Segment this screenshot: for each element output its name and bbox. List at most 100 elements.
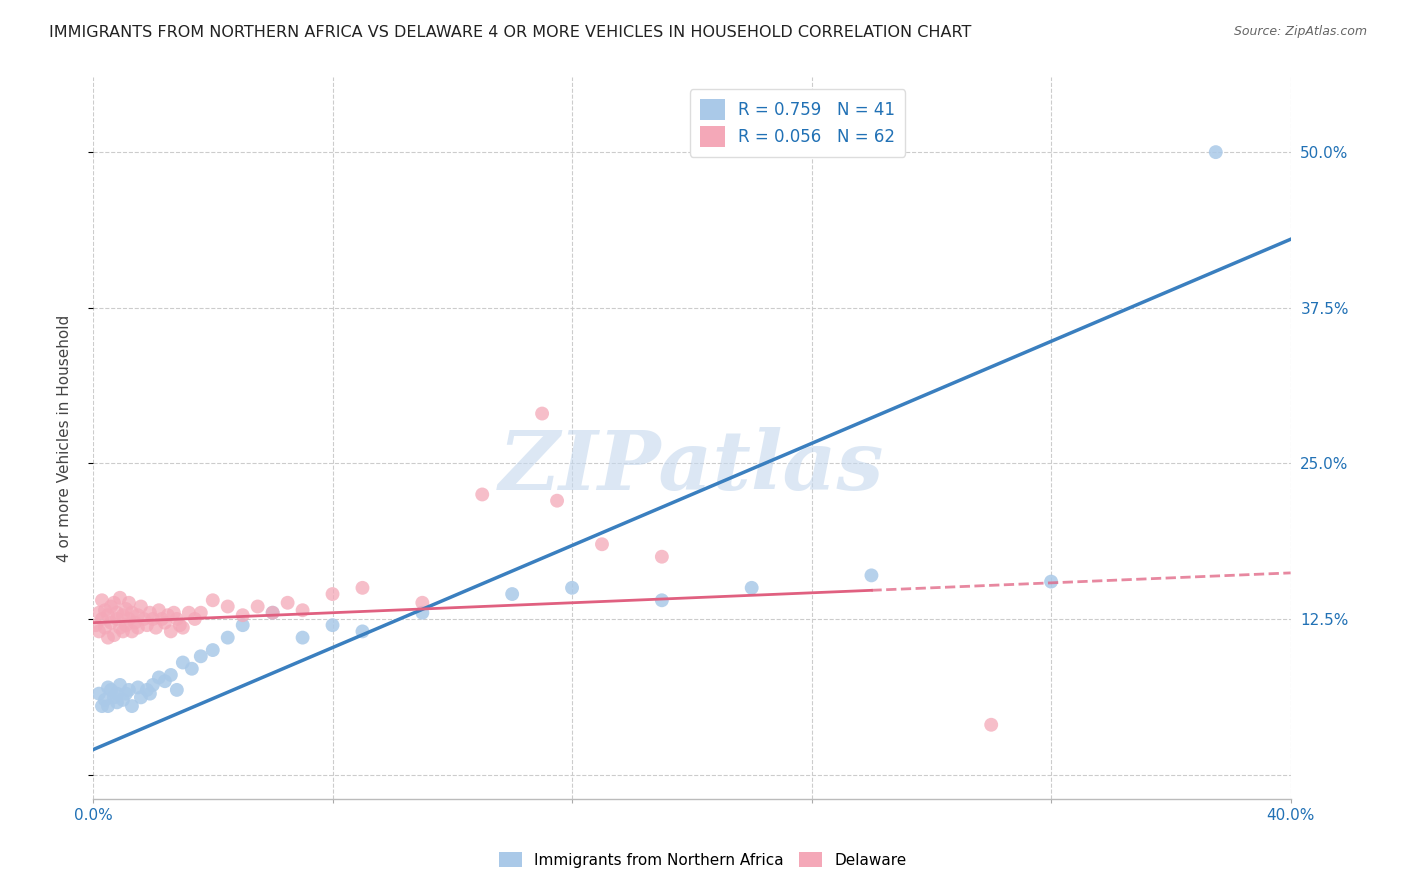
Point: [87, 624, 110, 639]
Point: [103, 628, 125, 642]
Point: [160, 624, 183, 639]
Point: [105, 606, 128, 620]
Point: [201, 643, 224, 657]
Point: [531, 407, 554, 421]
Point: [352, 581, 374, 595]
Point: [145, 621, 167, 635]
Point: [172, 656, 194, 670]
Point: [322, 618, 344, 632]
Point: [97, 699, 120, 714]
Point: [121, 606, 143, 620]
Point: [501, 587, 523, 601]
Point: [108, 621, 131, 635]
Point: [129, 690, 152, 705]
Point: [471, 487, 494, 501]
Point: [148, 670, 170, 684]
Point: [97, 608, 120, 623]
Point: [411, 596, 433, 610]
Point: [103, 690, 125, 705]
Point: [111, 608, 134, 623]
Point: [84, 618, 107, 632]
Point: [121, 699, 143, 714]
Point: [115, 602, 138, 616]
Point: [651, 593, 673, 607]
Point: [94, 621, 117, 635]
Text: ZIPatlas: ZIPatlas: [499, 427, 884, 508]
Point: [94, 603, 117, 617]
Point: [651, 549, 673, 564]
Point: [139, 606, 162, 620]
Point: [217, 599, 239, 614]
Point: [291, 631, 314, 645]
Point: [561, 581, 583, 595]
Point: [142, 612, 165, 626]
Point: [1205, 145, 1227, 160]
Point: [108, 678, 131, 692]
Point: [153, 615, 176, 630]
Point: [129, 599, 152, 614]
Point: [103, 596, 125, 610]
Point: [100, 682, 122, 697]
Point: [352, 624, 374, 639]
Point: [87, 687, 110, 701]
Point: [172, 621, 194, 635]
Point: [169, 618, 191, 632]
Point: [190, 649, 212, 664]
Point: [124, 615, 146, 630]
Legend: Immigrants from Northern Africa, Delaware: Immigrants from Northern Africa, Delawar…: [494, 846, 912, 873]
Point: [166, 682, 188, 697]
Point: [232, 618, 254, 632]
Point: [105, 687, 128, 701]
Point: [87, 606, 110, 620]
Point: [232, 608, 254, 623]
Point: [190, 606, 212, 620]
Point: [262, 606, 284, 620]
Point: [1040, 574, 1063, 589]
Point: [100, 599, 122, 614]
Point: [148, 603, 170, 617]
Point: [411, 606, 433, 620]
Point: [291, 603, 314, 617]
Point: [156, 608, 179, 623]
Point: [201, 593, 224, 607]
Point: [860, 568, 883, 582]
Point: [97, 631, 120, 645]
Point: [111, 624, 134, 639]
Point: [111, 693, 134, 707]
Point: [91, 612, 114, 626]
Text: IMMIGRANTS FROM NORTHERN AFRICA VS DELAWARE 4 OR MORE VEHICLES IN HOUSEHOLD CORR: IMMIGRANTS FROM NORTHERN AFRICA VS DELAW…: [49, 25, 972, 40]
Point: [184, 612, 207, 626]
Point: [166, 612, 188, 626]
Legend: R = 0.759   N = 41, R = 0.056   N = 62: R = 0.759 N = 41, R = 0.056 N = 62: [690, 89, 905, 157]
Point: [127, 681, 149, 695]
Point: [980, 718, 1002, 732]
Point: [118, 596, 141, 610]
Point: [160, 668, 183, 682]
Point: [115, 618, 138, 632]
Point: [91, 593, 114, 607]
Point: [132, 612, 155, 626]
Point: [97, 681, 120, 695]
Point: [163, 606, 186, 620]
Point: [322, 587, 344, 601]
Point: [135, 618, 157, 632]
Point: [105, 612, 128, 626]
Point: [105, 695, 128, 709]
Point: [94, 693, 117, 707]
Point: [262, 606, 284, 620]
Point: [546, 493, 568, 508]
Point: [127, 621, 149, 635]
Point: [135, 682, 157, 697]
Point: [118, 612, 141, 626]
Point: [115, 687, 138, 701]
Point: [91, 699, 114, 714]
Point: [100, 615, 122, 630]
Y-axis label: 4 or more Vehicles in Household: 4 or more Vehicles in Household: [58, 315, 72, 562]
Point: [177, 606, 200, 620]
Point: [150, 612, 173, 626]
Point: [180, 662, 202, 676]
Point: [118, 682, 141, 697]
Point: [142, 678, 165, 692]
Point: [217, 631, 239, 645]
Point: [108, 591, 131, 605]
